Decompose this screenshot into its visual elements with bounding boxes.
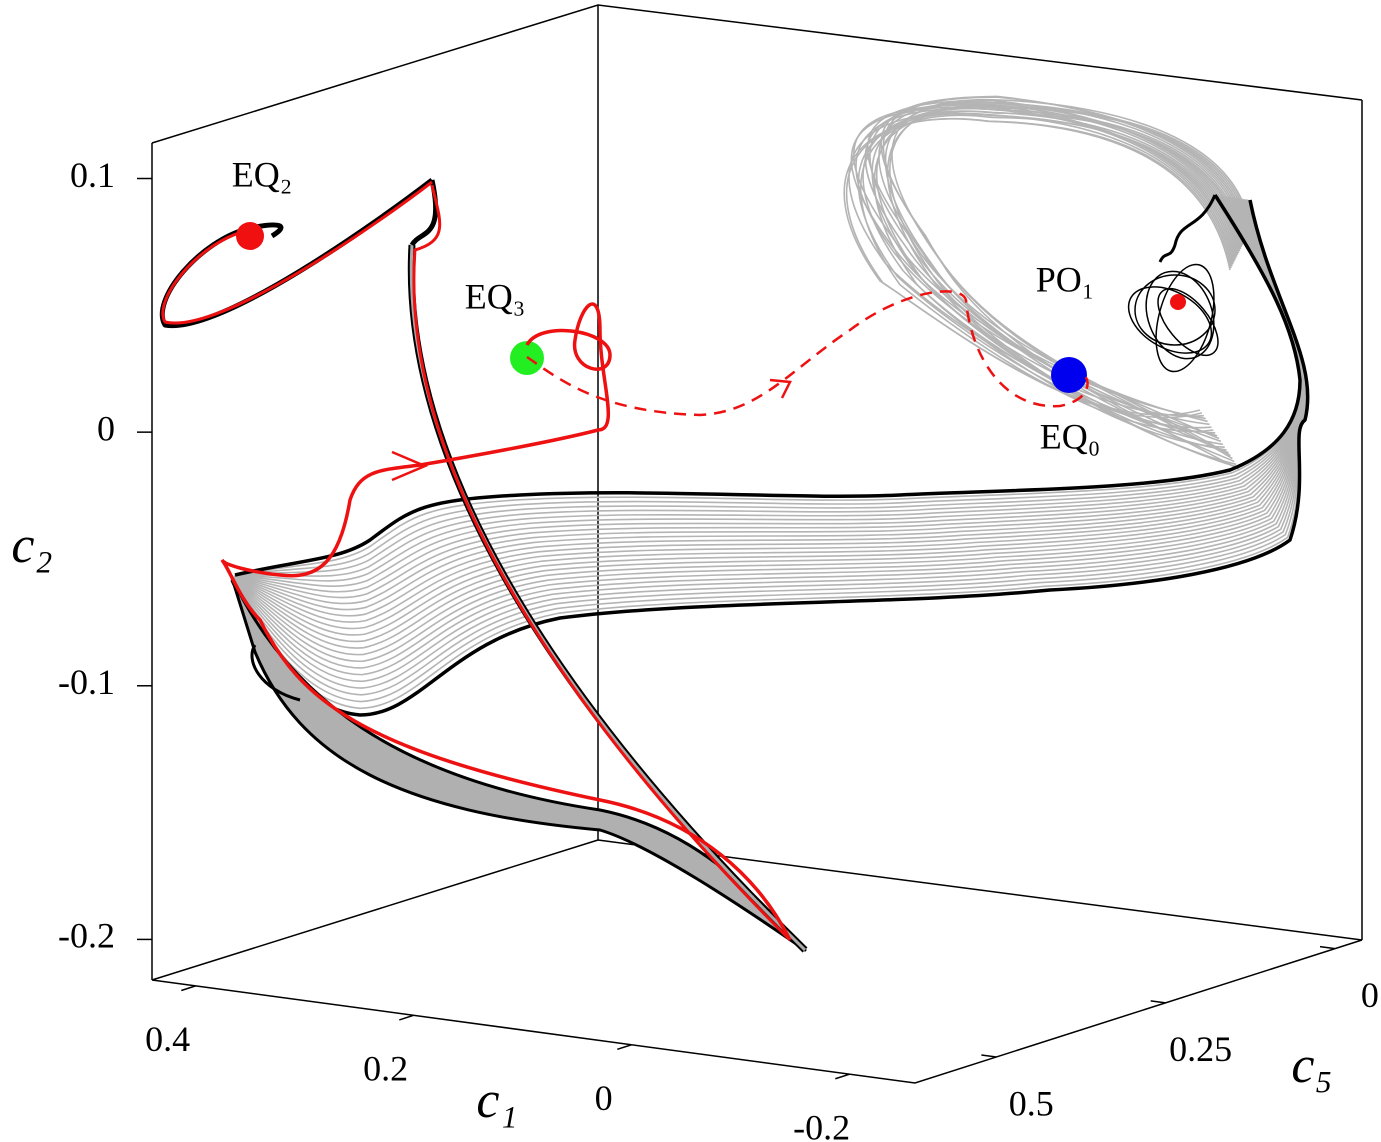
po1-orbit	[1127, 263, 1219, 373]
eq2-point	[236, 222, 264, 250]
y-axis-label: c₂	[11, 517, 52, 574]
x-tick	[181, 985, 196, 992]
gray-bundle	[230, 95, 1310, 717]
orbit-ring	[1157, 288, 1219, 356]
z-tick	[1319, 945, 1336, 950]
frame	[151, 4, 1363, 1084]
y-tick-label: 0.1	[70, 155, 115, 195]
x-tick-label: 0.4	[145, 1019, 190, 1059]
x-axis-label: c₁	[476, 1072, 517, 1129]
x-tick	[617, 1044, 632, 1051]
bundle-edge	[230, 199, 1310, 717]
annotation: EQ₀	[1040, 416, 1101, 456]
points	[236, 222, 1219, 393]
z-tick-label: 0.25	[1169, 1029, 1232, 1069]
annotation: EQ₂	[232, 154, 293, 194]
x-tick	[835, 1073, 850, 1080]
orbit-ring	[1127, 286, 1213, 354]
bundle-edge	[1158, 194, 1217, 263]
z-tick-label: 0.5	[1009, 1083, 1054, 1123]
x-tick	[399, 1014, 414, 1021]
bundle-curve	[233, 197, 1304, 630]
bundle-curve	[231, 198, 1307, 683]
bundle-loop	[843, 118, 1231, 416]
red-eq2	[161, 180, 433, 325]
y-tick-label: 0	[97, 408, 115, 448]
eq0-point	[1051, 357, 1087, 393]
annotation: EQ₃	[465, 276, 526, 316]
po1-point	[1170, 294, 1186, 310]
bundle-loop	[850, 106, 1234, 420]
annotation: PO₁	[1036, 259, 1095, 299]
bundle-loop	[848, 112, 1233, 417]
dashed-path	[526, 290, 1089, 417]
z-axis-label: c₅	[1291, 1037, 1332, 1094]
axes-box	[151, 4, 1363, 1084]
bundle-curve	[231, 199, 1308, 696]
x-tick-label: -0.2	[793, 1107, 850, 1142]
band-edge	[250, 644, 301, 702]
x-tick-label: 0	[595, 1078, 613, 1118]
arrow	[391, 450, 429, 482]
bundle-curve	[232, 198, 1306, 669]
band-lower-left	[230, 576, 807, 952]
orbit-ring	[1134, 274, 1216, 346]
z-tick	[981, 1054, 997, 1058]
bundle-loop	[862, 110, 1239, 434]
z-tick-label: 0	[1361, 975, 1379, 1015]
y-tick-label: -0.2	[58, 916, 115, 956]
bundle-edge	[234, 194, 1302, 577]
arrow	[769, 378, 792, 399]
red-trajectory	[161, 180, 1089, 942]
bundle-curve	[231, 199, 1309, 710]
red-path	[220, 302, 792, 941]
y-tick-label: -0.1	[58, 662, 115, 702]
axes	[137, 177, 1336, 1080]
bundle-curve	[234, 194, 1301, 576]
red-diagonal	[412, 184, 792, 942]
trajectories	[159, 95, 1310, 953]
bundle-curve	[231, 199, 1308, 703]
x-tick-label: 0.2	[363, 1049, 408, 1089]
z-tick	[1150, 1000, 1166, 1004]
